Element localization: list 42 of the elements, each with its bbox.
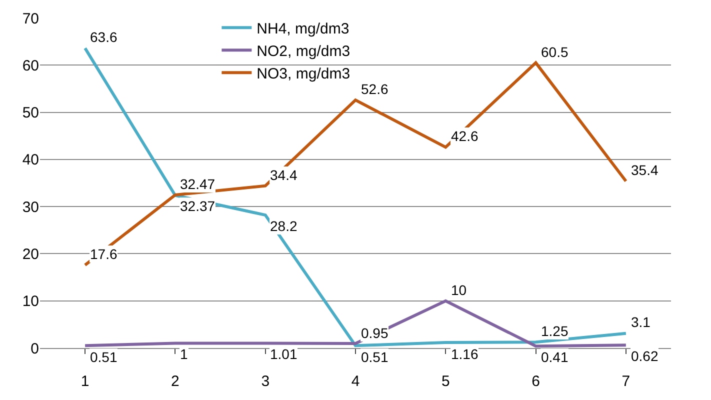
legend-label: NH4, mg/dm3 <box>256 20 350 38</box>
data-label: 0.41 <box>541 349 568 365</box>
data-label: 1.25 <box>541 323 568 339</box>
x-tick-label: 5 <box>441 373 450 390</box>
data-label: 63.6 <box>90 29 118 45</box>
data-label: 42.6 <box>451 128 478 144</box>
data-label: 0.51 <box>90 349 118 365</box>
data-label: 34.4 <box>270 167 298 183</box>
data-label: 35.4 <box>631 162 658 178</box>
y-tick-label: 70 <box>22 10 39 28</box>
data-label: 10 <box>451 282 467 298</box>
data-label: 1.16 <box>451 346 478 362</box>
x-tick-label: 4 <box>351 373 360 390</box>
y-tick-label: 20 <box>22 246 39 263</box>
y-tick-label: 0 <box>30 340 39 358</box>
line-series <box>84 61 628 267</box>
x-tick-label: 2 <box>171 373 180 390</box>
x-tick-label: 3 <box>261 373 270 390</box>
legend-label: NO2, mg/dm3 <box>256 43 350 60</box>
y-tick-label: 40 <box>22 152 39 169</box>
data-label: 1 <box>180 346 188 362</box>
data-label: 0.51 <box>361 349 388 365</box>
legend-label: NO3, mg/dm3 <box>256 66 350 82</box>
data-label: 52.6 <box>361 81 388 97</box>
line-series <box>84 299 628 348</box>
data-label: 0.62 <box>631 348 658 364</box>
x-tick-label: 1 <box>80 373 90 390</box>
data-label: 32.37 <box>180 198 216 214</box>
data-label: 0.95 <box>361 325 388 341</box>
x-tick-label: 7 <box>622 373 630 390</box>
y-tick-label: 50 <box>22 104 39 122</box>
y-tick-label: 30 <box>22 198 39 216</box>
data-label: 28.2 <box>270 218 298 234</box>
x-tick-label: 6 <box>532 373 540 390</box>
data-label: 1.01 <box>270 346 298 362</box>
y-tick-label: 10 <box>22 293 39 310</box>
data-label: 32.47 <box>180 176 216 192</box>
y-tick-label: 60 <box>22 57 39 74</box>
data-label: 3.1 <box>631 314 651 330</box>
line-series <box>84 46 628 348</box>
data-label: 60.5 <box>541 44 568 60</box>
data-label: 17.6 <box>90 246 118 262</box>
